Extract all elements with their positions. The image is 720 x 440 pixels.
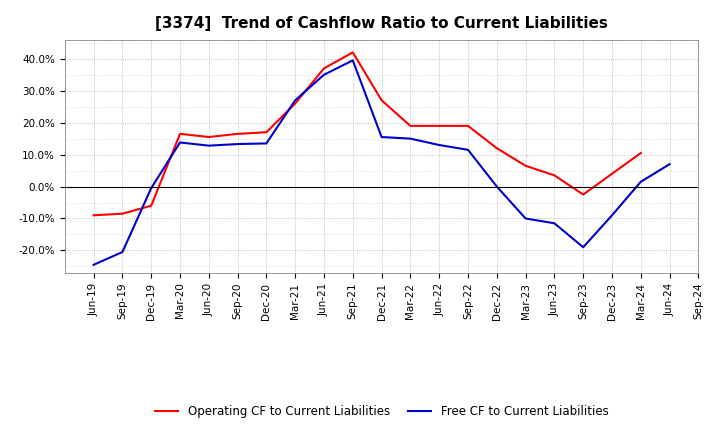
Free CF to Current Liabilities [147, 186, 156, 191]
Free CF to Current Liabilities [636, 179, 645, 184]
Operating CF to Current Liabilities [320, 66, 328, 71]
Free CF to Current Liabilities [233, 141, 242, 147]
Free CF to Current Liabilities [665, 161, 674, 167]
Operating CF to Current Liabilities [492, 146, 501, 151]
Free CF to Current Liabilities [262, 141, 271, 146]
Free CF to Current Liabilities [550, 220, 559, 226]
Free CF to Current Liabilities [377, 134, 386, 139]
Operating CF to Current Liabilities [176, 131, 184, 136]
Free CF to Current Liabilities [89, 262, 98, 268]
Free CF to Current Liabilities [406, 136, 415, 141]
Operating CF to Current Liabilities [608, 171, 616, 176]
Operating CF to Current Liabilities [147, 203, 156, 209]
Operating CF to Current Liabilities [233, 131, 242, 136]
Operating CF to Current Liabilities [406, 123, 415, 128]
Free CF to Current Liabilities [176, 140, 184, 145]
Operating CF to Current Liabilities [435, 123, 444, 128]
Line: Operating CF to Current Liabilities: Operating CF to Current Liabilities [94, 52, 641, 215]
Operating CF to Current Liabilities [377, 98, 386, 103]
Free CF to Current Liabilities [204, 143, 213, 148]
Free CF to Current Liabilities [348, 58, 357, 63]
Free CF to Current Liabilities [579, 245, 588, 250]
Operating CF to Current Liabilities [262, 130, 271, 135]
Title: [3374]  Trend of Cashflow Ratio to Current Liabilities: [3374] Trend of Cashflow Ratio to Curren… [156, 16, 608, 32]
Operating CF to Current Liabilities [348, 50, 357, 55]
Free CF to Current Liabilities [118, 249, 127, 255]
Free CF to Current Liabilities [320, 72, 328, 77]
Operating CF to Current Liabilities [89, 213, 98, 218]
Operating CF to Current Liabilities [291, 101, 300, 106]
Operating CF to Current Liabilities [521, 163, 530, 169]
Free CF to Current Liabilities [492, 184, 501, 189]
Free CF to Current Liabilities [521, 216, 530, 221]
Operating CF to Current Liabilities [550, 173, 559, 178]
Operating CF to Current Liabilities [636, 150, 645, 156]
Operating CF to Current Liabilities [204, 134, 213, 139]
Free CF to Current Liabilities [464, 147, 472, 152]
Line: Free CF to Current Liabilities: Free CF to Current Liabilities [94, 60, 670, 265]
Free CF to Current Liabilities [435, 143, 444, 148]
Operating CF to Current Liabilities [118, 211, 127, 216]
Free CF to Current Liabilities [291, 98, 300, 103]
Operating CF to Current Liabilities [464, 123, 472, 128]
Legend: Operating CF to Current Liabilities, Free CF to Current Liabilities: Operating CF to Current Liabilities, Fre… [150, 400, 613, 422]
Operating CF to Current Liabilities [579, 192, 588, 197]
Free CF to Current Liabilities [608, 213, 616, 218]
